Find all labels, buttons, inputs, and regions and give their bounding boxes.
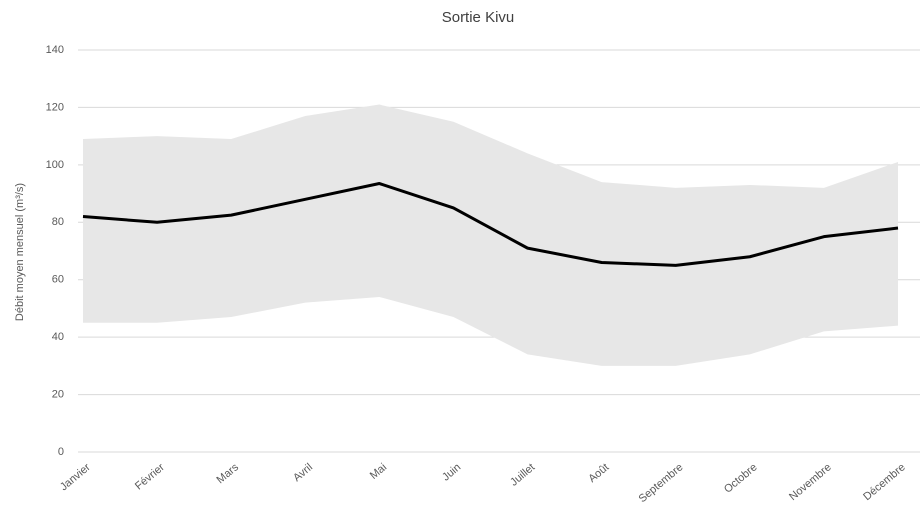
- x-tick-label: Novembre: [787, 461, 834, 503]
- x-tick-label: Octobre: [722, 461, 760, 495]
- x-tick-label: Janvier: [58, 461, 93, 493]
- y-tick-label: 100: [46, 159, 64, 171]
- x-tick-label: Avril: [291, 461, 315, 484]
- x-tick-label: Mars: [215, 461, 242, 486]
- x-tick-label: Juillet: [508, 461, 537, 488]
- y-tick-label: 80: [52, 216, 64, 228]
- y-tick-label: 40: [52, 331, 64, 343]
- x-tick-label: Décembre: [861, 461, 908, 503]
- y-tick-label: 60: [52, 274, 64, 286]
- range-band: [83, 104, 898, 366]
- y-tick-label: 140: [46, 44, 64, 56]
- line: [82, 182, 899, 267]
- x-tick-label: Juin: [440, 461, 463, 483]
- y-tick-label: 120: [46, 101, 64, 113]
- x-tick-label: Septembre: [637, 461, 686, 505]
- y-tick-label: 20: [52, 388, 64, 400]
- x-tick-label: Février: [133, 461, 167, 492]
- x-tick-label: Mai: [368, 461, 389, 482]
- chart-title: Sortie Kivu: [442, 9, 515, 26]
- y-tick-label: 0: [58, 446, 64, 458]
- y-axis-label: Débit moyen mensuel (m³/s): [14, 183, 26, 321]
- x-tick-label: Août: [586, 461, 611, 485]
